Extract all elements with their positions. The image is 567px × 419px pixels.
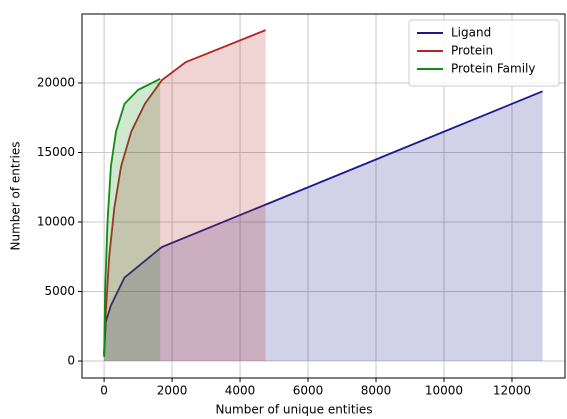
y-axis-label: Number of entries <box>9 142 23 251</box>
x-axis-label: Number of unique entities <box>215 403 372 417</box>
x-tick-label: 4000 <box>225 384 256 398</box>
area-fill <box>104 91 543 362</box>
y-tick-label: 0 <box>67 354 75 368</box>
x-tick-label: 6000 <box>293 384 324 398</box>
x-tick-label: 10000 <box>425 384 463 398</box>
plot-frame <box>81 13 566 379</box>
area-fill <box>104 30 266 362</box>
legend-label: Ligand <box>451 26 491 40</box>
line <box>103 29 266 355</box>
x-tick-label: 2000 <box>157 384 188 398</box>
x-tick-label: 12000 <box>493 384 531 398</box>
x-tick-label: 8000 <box>361 384 392 398</box>
y-tick-label: 10000 <box>37 215 75 229</box>
y-tick-label: 20000 <box>37 75 75 89</box>
y-tick-label: 15000 <box>37 145 75 159</box>
y-tick-label: 5000 <box>44 284 75 298</box>
line <box>103 77 161 357</box>
legend-label: Protein <box>451 44 493 58</box>
x-tick-label: 0 <box>100 384 108 398</box>
area-fill <box>104 78 161 362</box>
legend-label: Protein Family <box>451 62 536 76</box>
legend-box <box>408 19 560 87</box>
